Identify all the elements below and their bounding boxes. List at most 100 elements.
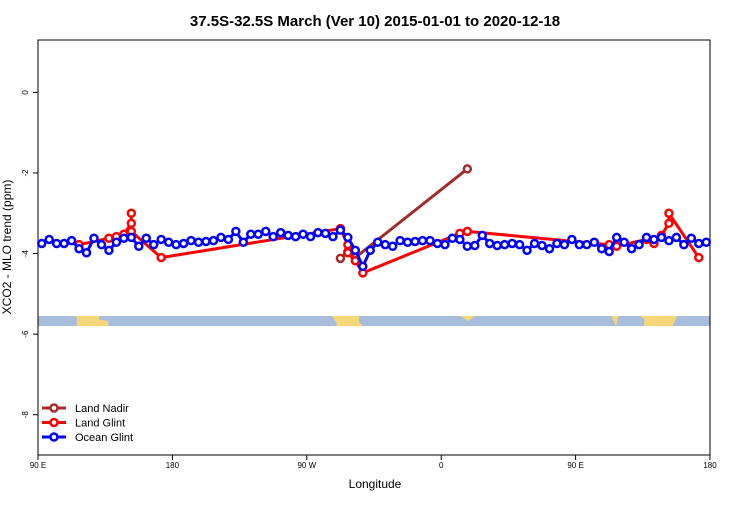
data-point-ocean-glint xyxy=(74,243,84,254)
data-point-ocean-glint xyxy=(372,237,383,248)
data-point-ocean-glint xyxy=(395,235,405,246)
data-point-ocean-glint xyxy=(619,237,629,248)
map-strip xyxy=(38,315,710,327)
data-point-land-glint xyxy=(126,208,137,219)
data-point-ocean-glint xyxy=(552,238,562,249)
data-point-ocean-glint xyxy=(484,238,495,249)
data-point-ocean-glint xyxy=(641,232,652,243)
y-tick-label: -2 xyxy=(21,169,30,177)
data-point-ocean-glint xyxy=(298,229,308,239)
data-point-ocean-glint xyxy=(626,243,637,254)
legend-label: Land Glint xyxy=(75,418,125,430)
legend-marker xyxy=(49,417,59,428)
data-point-ocean-glint xyxy=(246,229,256,239)
data-point-ocean-glint xyxy=(59,238,69,249)
data-point-ocean-glint xyxy=(440,239,450,250)
data-point-ocean-glint xyxy=(44,234,54,245)
data-point-ocean-glint xyxy=(686,233,697,243)
x-tick-label: 180 xyxy=(166,461,180,470)
data-point-ocean-glint xyxy=(596,243,607,254)
data-point-ocean-glint xyxy=(507,238,517,249)
data-point-land-glint xyxy=(664,218,674,229)
data-point-ocean-glint xyxy=(104,245,114,256)
x-axis: 90 E 180 90 W 0 90 E 180 xyxy=(30,455,717,470)
legend-label: Land Nadir xyxy=(75,403,129,415)
data-point-ocean-glint xyxy=(66,235,77,246)
data-point-ocean-glint xyxy=(193,237,204,248)
data-point-ocean-glint xyxy=(694,238,704,249)
data-point-ocean-glint xyxy=(537,240,547,251)
data-point-ocean-glint xyxy=(163,237,174,248)
data-point-ocean-glint xyxy=(290,231,301,242)
data-point-land-glint xyxy=(462,226,473,237)
map-land-australia xyxy=(76,315,100,327)
data-point-ocean-glint xyxy=(522,245,532,256)
data-point-ocean-glint xyxy=(559,239,570,250)
x-tick-label: 0 xyxy=(439,461,444,470)
y-tick-label: -6 xyxy=(21,330,30,338)
data-point-ocean-glint xyxy=(402,237,413,248)
data-point-ocean-glint xyxy=(462,241,473,252)
data-point-ocean-glint xyxy=(126,232,137,243)
data-point-ocean-glint xyxy=(567,234,577,245)
data-point-ocean-glint xyxy=(119,233,129,243)
x-tick-label: 90 W xyxy=(297,461,316,470)
data-point-land-glint xyxy=(126,218,137,229)
data-point-land-glint xyxy=(343,247,353,258)
y-tick-label: 0 xyxy=(21,90,30,95)
data-point-ocean-glint xyxy=(365,245,376,256)
y-axis-title: XCO2 - MLO trend (ppm) xyxy=(0,180,14,315)
data-point-ocean-glint xyxy=(134,241,144,252)
data-point-ocean-glint xyxy=(679,239,689,250)
x-axis-title: Longitude xyxy=(349,477,402,491)
data-point-ocean-glint xyxy=(604,246,614,257)
legend-marker xyxy=(49,432,59,442)
y-tick-label: -8 xyxy=(21,411,30,419)
data-point-ocean-glint xyxy=(268,231,278,242)
map-ocean xyxy=(38,315,710,327)
data-point-ocean-glint xyxy=(36,238,47,249)
legend-item-land-glint: Land Glint xyxy=(42,418,125,430)
data-point-ocean-glint xyxy=(335,225,346,235)
x-tick-label: 90 E xyxy=(567,461,583,470)
data-point-ocean-glint xyxy=(380,239,390,250)
data-point-ocean-glint xyxy=(208,235,219,246)
data-point-ocean-glint xyxy=(649,234,659,245)
data-point-ocean-glint xyxy=(186,235,196,246)
data-point-ocean-glint xyxy=(387,241,398,252)
data-point-ocean-glint xyxy=(656,232,667,243)
legend-marker xyxy=(49,403,59,413)
data-point-ocean-glint xyxy=(350,245,361,256)
legend-label: Ocean Glint xyxy=(75,432,133,444)
legend: Land Nadir Land Glint Ocean Glint xyxy=(42,403,133,444)
data-point-land-glint xyxy=(104,233,114,243)
legend-item-land-nadir: Land Nadir xyxy=(42,403,129,415)
x-tick-label: 180 xyxy=(703,461,717,470)
data-point-ocean-glint xyxy=(514,239,525,250)
data-point-land-nadir xyxy=(462,164,473,174)
data-point-ocean-glint xyxy=(96,239,107,250)
data-point-ocean-glint xyxy=(313,227,323,238)
data-point-ocean-glint xyxy=(156,234,166,245)
series-layer xyxy=(36,164,712,278)
data-point-ocean-glint xyxy=(432,238,443,249)
data-point-ocean-glint xyxy=(320,228,331,239)
data-point-ocean-glint xyxy=(171,239,181,250)
data-point-ocean-glint xyxy=(81,247,92,258)
legend-item-ocean-glint: Ocean Glint xyxy=(42,432,133,444)
data-point-ocean-glint xyxy=(529,238,540,249)
data-point-ocean-glint xyxy=(51,238,62,249)
data-point-ocean-glint xyxy=(410,236,420,247)
data-point-ocean-glint xyxy=(499,239,510,250)
data-point-ocean-glint xyxy=(470,240,480,251)
map-land-2 xyxy=(460,316,476,321)
data-point-ocean-glint xyxy=(671,232,682,243)
data-point-ocean-glint xyxy=(111,237,122,248)
data-point-ocean-glint xyxy=(701,237,712,248)
data-point-ocean-glint xyxy=(544,243,555,254)
data-point-ocean-glint xyxy=(574,239,585,250)
y-tick-label: -4 xyxy=(21,249,30,257)
data-point-ocean-glint xyxy=(148,239,159,250)
data-point-ocean-glint xyxy=(283,230,293,241)
